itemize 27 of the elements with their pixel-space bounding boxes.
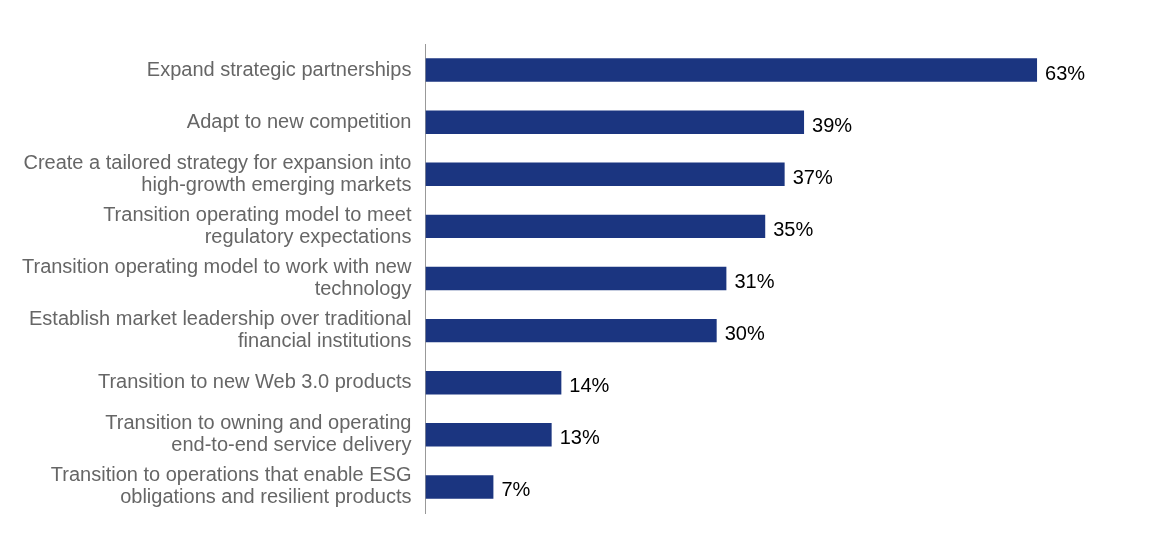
y-tick-label: Establish market leadership over traditional financial institutions — [29, 307, 412, 352]
bar — [425, 162, 785, 186]
bar — [425, 423, 552, 447]
data-label: 37% — [792, 165, 833, 188]
y-tick-label: Expand strategic partnerships — [146, 57, 412, 80]
y-tick-label: Create a tailored strategy for expansion into high-growth emerging markets — [23, 150, 412, 195]
data-label: 39% — [812, 113, 853, 136]
data-label: 7% — [501, 478, 531, 501]
y-tick-label: Transition operating model to work with new technology — [21, 255, 412, 300]
bar — [425, 214, 766, 239]
data-label: 13% — [559, 426, 600, 449]
y-tick-label: Transition to new Web 3.0 products — [97, 370, 412, 393]
bar — [425, 110, 805, 134]
y-tick-label: Transition operating model to meet regulatory expectations — [103, 202, 412, 247]
bar — [425, 266, 727, 291]
data-label: 14% — [569, 374, 610, 397]
bar — [425, 58, 1038, 82]
y-tick-label: Transition to operations that enable ESG obligations and resilient products — [50, 463, 412, 508]
bar — [425, 318, 717, 343]
bar — [425, 475, 494, 499]
y-tick-label: Transition to owning and operating end-to-end service delivery — [105, 411, 412, 456]
data-label: 31% — [734, 270, 775, 293]
y-tick-label: Adapt to new competition — [186, 109, 412, 132]
data-label: 63% — [1045, 61, 1086, 84]
bar — [425, 371, 562, 395]
data-label: 35% — [773, 217, 814, 240]
data-label: 30% — [724, 322, 765, 345]
